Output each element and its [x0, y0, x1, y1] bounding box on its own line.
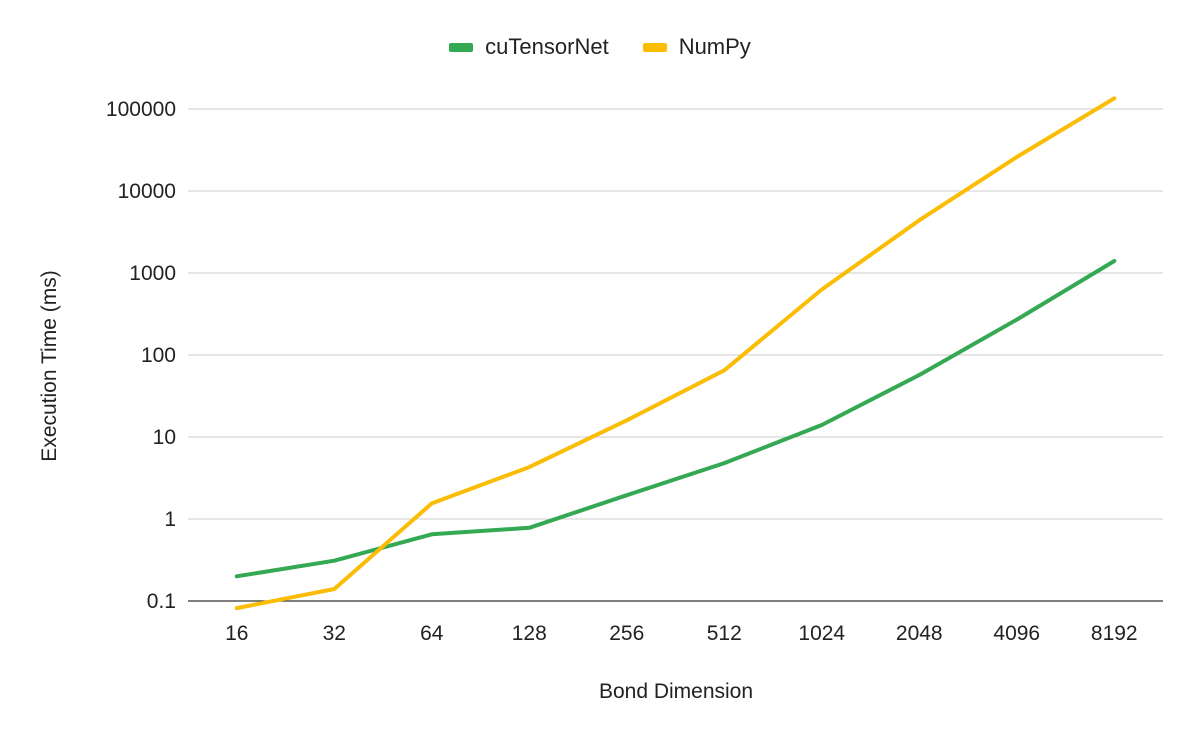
- y-tick-label: 10000: [118, 180, 176, 203]
- x-tick-label: 8192: [1091, 622, 1138, 645]
- x-tick-label: 512: [707, 622, 742, 645]
- gridlines: [188, 108, 1163, 602]
- y-tick-label: 1000: [129, 262, 176, 285]
- series-line-cutensornet[interactable]: [234, 259, 1117, 579]
- series-lines: [234, 96, 1117, 611]
- y-tick-label: 100000: [106, 98, 176, 121]
- series-line-numpy[interactable]: [234, 96, 1117, 611]
- legend-entry-numpy[interactable]: NumPy: [642, 34, 751, 60]
- x-tick-label: 64: [420, 622, 444, 645]
- x-tick-label: 256: [609, 622, 644, 645]
- x-axis-ticks: 16 32 64 128 256 512 1024 2048 4096 8192: [225, 622, 1138, 645]
- legend-swatch-cutensornet: [449, 42, 474, 52]
- y-tick-label: 10: [153, 426, 176, 449]
- x-tick-label: 2048: [896, 622, 943, 645]
- y-tick-label: 1: [164, 508, 176, 531]
- x-tick-label: 16: [225, 622, 248, 645]
- y-axis-ticks: 0.1 1 10 100 1000 10000 100000: [106, 98, 176, 613]
- y-tick-label: 0.1: [147, 590, 176, 613]
- legend-label-cutensornet: cuTensorNet: [485, 34, 609, 59]
- y-tick-label: 100: [141, 344, 176, 367]
- legend: cuTensorNet NumPy: [0, 34, 1200, 60]
- x-axis-title: Bond Dimension: [599, 680, 753, 703]
- x-tick-label: 128: [512, 622, 547, 645]
- x-tick-label: 1024: [798, 622, 845, 645]
- x-tick-label: 32: [323, 622, 346, 645]
- x-tick-label: 4096: [993, 622, 1040, 645]
- legend-entry-cutensornet[interactable]: cuTensorNet: [449, 34, 609, 60]
- y-axis-title: Execution Time (ms): [38, 270, 61, 461]
- legend-swatch-numpy: [642, 42, 667, 52]
- legend-label-numpy: NumPy: [678, 34, 751, 59]
